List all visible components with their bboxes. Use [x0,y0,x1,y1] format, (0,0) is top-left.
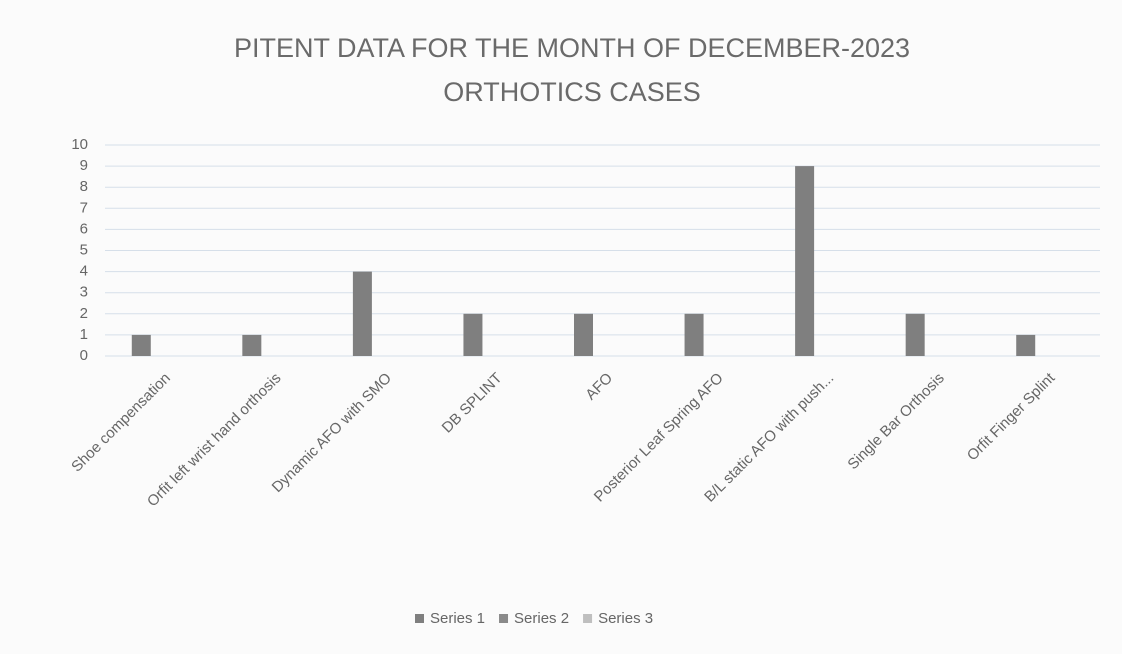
bar [352,271,372,356]
y-tick-label: 5 [80,241,88,258]
bar [1016,334,1036,356]
y-tick-label: 2 [80,305,88,322]
y-tick-label: 0 [80,347,88,364]
bar [684,313,704,356]
y-tick-label: 8 [80,178,88,195]
y-tick-label: 10 [71,136,88,153]
bar [131,334,151,356]
chart-title: PITENT DATA FOR THE MONTH OF DECEMBER-20… [234,33,910,63]
legend-label: Series 2 [514,610,569,627]
bar [463,313,483,356]
y-tick-label: 4 [80,263,88,280]
bar [574,313,593,356]
legend-swatch [583,614,593,623]
chart-subtitle: ORTHOTICS CASES [443,77,701,107]
y-tick-label: 7 [80,199,88,216]
y-tick-label: 9 [80,157,88,174]
y-tick-label: 3 [80,284,88,301]
bar [905,313,925,356]
bar [795,166,815,356]
legend-label: Series 3 [598,610,653,627]
legend-swatch [415,614,424,623]
legend-label: Series 1 [430,610,485,627]
bar [242,334,262,356]
legend-swatch [499,614,509,623]
y-tick-label: 1 [80,326,88,343]
y-tick-label: 6 [80,220,88,237]
